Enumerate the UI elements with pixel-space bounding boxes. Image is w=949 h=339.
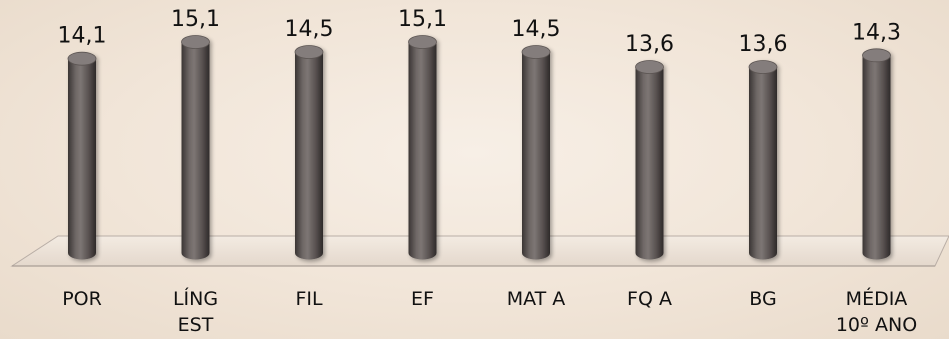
value-labels-group: 14,1 15,1 14,5 15,1 14,5 13,6 13,6 14,3 [58,7,901,57]
category-label: EF [411,288,434,310]
bar-top [67,51,97,66]
bar [521,45,551,260]
category-label: MÉDIA 10º ANO [836,287,917,336]
bar-body [862,55,891,260]
bar [181,35,210,260]
category-labels-group: POR LÍNG EST FIL EF MAT A FQ A BG MÉDIA 10º ANO [62,287,917,336]
category-label: FIL [295,288,323,310]
bars-group [67,35,891,260]
bar [748,60,778,260]
bar [635,60,664,260]
data-label: 13,6 [739,32,788,57]
category-label: LÍNG EST [173,287,218,336]
data-label: 14,5 [285,17,334,42]
bar [408,35,437,260]
category-label: FQ A [627,288,672,310]
data-label: 15,1 [171,7,220,32]
chart-floor [10,235,949,267]
data-label: 15,1 [398,7,447,32]
bar-top [748,60,778,74]
data-label: 14,5 [512,17,561,42]
category-label: POR [62,288,102,310]
bar-top [635,60,664,74]
bar-body [295,52,323,260]
category-label: MAT A [507,288,566,310]
bar-top [862,48,891,63]
bar-body [749,67,777,260]
bar-top [408,35,437,49]
data-label: 14,3 [852,20,901,45]
data-label: 14,1 [58,24,107,49]
bar-body [408,42,437,260]
bar-body [522,52,550,260]
data-label: 13,6 [625,32,674,57]
bar-top [181,35,210,49]
category-label: BG [749,288,776,310]
bar-body [635,67,664,260]
bar-body [181,42,210,260]
floor-plane [10,235,949,267]
bar [294,45,324,260]
bar-top [294,45,324,59]
bar-top [521,45,551,59]
bar-body [68,58,96,260]
bar [67,51,97,260]
bar [862,48,891,260]
